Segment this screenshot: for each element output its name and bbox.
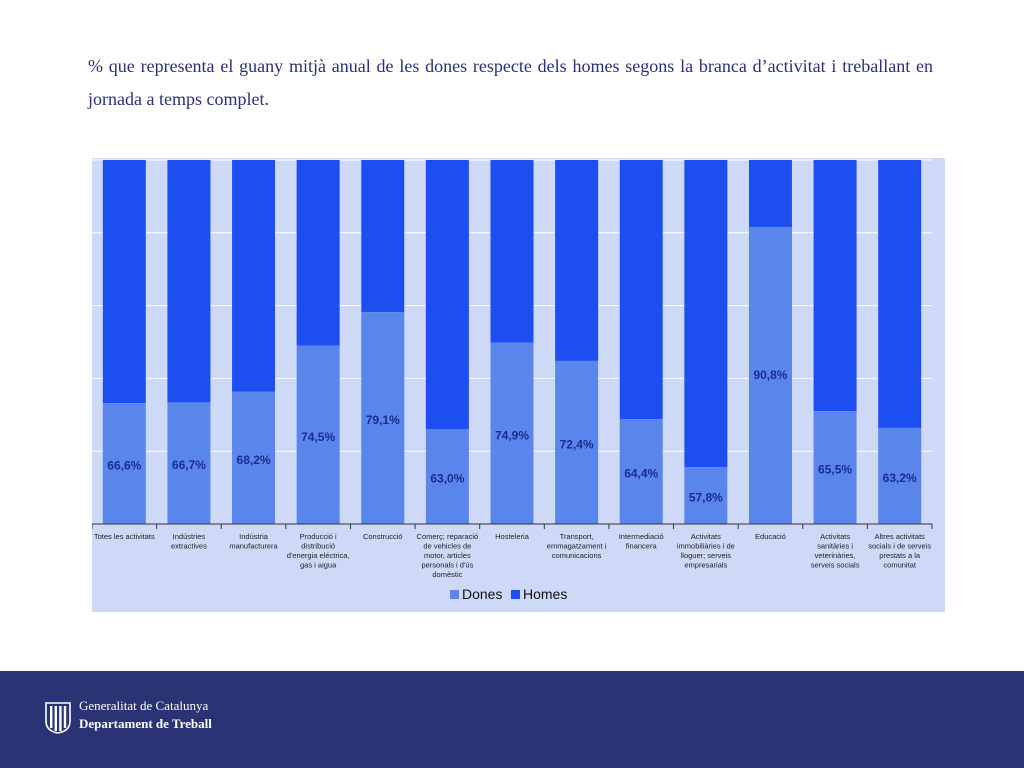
category-label: Intermediació financera	[619, 532, 664, 551]
category-label: Activitats immobiliàries i de lloguer; ser…	[677, 532, 735, 570]
bar-homes	[684, 160, 728, 468]
category-label: Comerç; reparació de vehicles de motor, ar…	[417, 532, 479, 579]
legend-label: Homes	[523, 586, 567, 602]
legend-swatch	[450, 590, 459, 599]
bar-dones	[490, 342, 534, 524]
bar-dones	[684, 467, 728, 524]
legend-swatch	[511, 590, 520, 599]
bar-dones	[167, 402, 211, 524]
bar-dones	[361, 312, 405, 524]
bar-homes	[361, 160, 405, 313]
data-label: 63,0%	[430, 472, 464, 486]
data-label: 68,2%	[237, 453, 271, 467]
bar-dones	[813, 411, 857, 524]
data-label: 63,2%	[883, 471, 917, 485]
bar-homes	[490, 160, 534, 343]
data-label: 64,4%	[624, 467, 658, 481]
bar-homes	[878, 160, 922, 428]
category-label: Indústries extractives	[171, 532, 207, 551]
generalitat-logo-icon	[45, 702, 71, 734]
bar-dones	[232, 391, 276, 524]
bar-homes	[555, 160, 599, 361]
category-label: Transport, emmagatzament i comunicacions	[547, 532, 607, 560]
footer: Generalitat de Catalunya Departament de …	[0, 671, 1024, 768]
chart-area: 66,6% 66,7% 68,2% 74,5% 79,1% 63,0% 74,9% 72,4%…	[92, 158, 945, 612]
category-label: Altres activitats socials i de serveis pre…	[868, 532, 931, 570]
category-label: Activitats sanitàries i veterinàries, serve…	[811, 532, 860, 570]
data-label: 65,5%	[818, 463, 852, 477]
bar-homes	[296, 160, 340, 346]
data-label: 72,4%	[560, 437, 594, 451]
bar-dones	[102, 403, 146, 524]
data-label: 57,8%	[689, 491, 723, 505]
bar-dones	[878, 427, 922, 524]
category-label: Totes les activitats	[94, 532, 155, 541]
category-label: Hosteleria	[495, 532, 530, 541]
bar-dones	[748, 226, 792, 524]
category-label: Construcció	[363, 532, 403, 541]
bar-homes	[813, 160, 857, 412]
bar-dones	[425, 429, 469, 524]
data-label: 90,8%	[753, 368, 787, 382]
bar-homes	[232, 160, 276, 392]
category-label: Educació	[755, 532, 786, 541]
page-title: % que representa el guany mitjà anual de…	[88, 56, 933, 109]
bar-chart: 66,6% 66,7% 68,2% 74,5% 79,1% 63,0% 74,9% 72,4%…	[92, 159, 933, 602]
bar-homes	[102, 160, 146, 404]
bar-homes	[167, 160, 211, 403]
bar-dones	[555, 360, 599, 524]
bar-dones	[296, 345, 340, 524]
data-label: 74,5%	[301, 430, 335, 444]
category-label: Producció i distribució d'energia eléctric…	[287, 532, 350, 570]
bar-homes	[748, 160, 792, 227]
dept-name: Departament de Treball	[79, 716, 212, 731]
data-label: 66,7%	[172, 458, 206, 472]
org-name: Generalitat de Catalunya	[79, 698, 209, 713]
category-label: Indústria manufacturera	[229, 532, 278, 551]
data-label: 74,9%	[495, 428, 529, 442]
bar-dones	[619, 419, 663, 524]
bar-homes	[425, 160, 469, 430]
legend-label: Dones	[462, 586, 502, 602]
data-label: 66,6%	[107, 459, 141, 473]
bar-homes	[619, 160, 663, 420]
data-label: 79,1%	[366, 413, 400, 427]
